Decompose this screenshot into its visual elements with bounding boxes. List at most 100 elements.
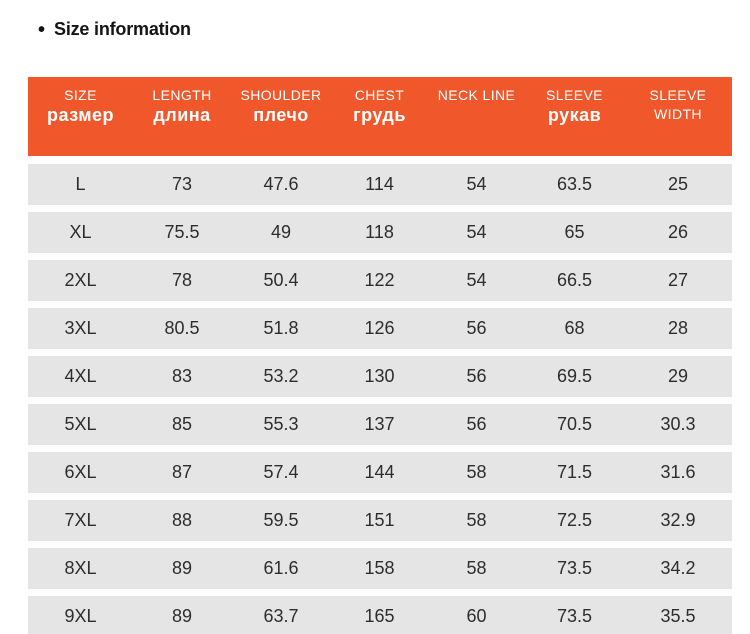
table-cell: 87 <box>171 462 193 482</box>
table-cell: 63.7 <box>263 606 299 626</box>
table-cell: 68 <box>564 318 585 338</box>
header-cell-shoulder: SHOULDER плечо <box>231 86 331 145</box>
table-row: L 73 47.6 114 54 63.5 25 <box>28 164 732 205</box>
header-label-ru <box>624 124 732 145</box>
header-cell-neck-line: NECK LINE <box>428 86 525 145</box>
table-row: 4XL 83 53.2 130 56 69.5 29 <box>28 356 732 397</box>
table-cell: 56 <box>466 414 487 434</box>
bullet-icon: • <box>38 18 46 41</box>
table-cell: 5XL <box>64 414 97 434</box>
table-cell: 60 <box>466 606 487 626</box>
table-row: 2XL 78 50.4 122 54 66.5 27 <box>28 260 732 301</box>
header-cell-sleeve: SLEEVE рукав <box>525 86 624 145</box>
table-cell: 73 <box>171 174 193 194</box>
header-label-en: NECK LINE <box>437 87 516 103</box>
table-cell: 25 <box>667 174 689 194</box>
table-cell: 73.5 <box>556 606 593 626</box>
header-label-en: CHEST <box>354 87 405 103</box>
table-cell: 114 <box>365 174 394 194</box>
table-cell: 65 <box>564 222 585 242</box>
header-label-ru <box>428 105 525 126</box>
table-cell: 63.5 <box>556 174 593 194</box>
table-cell: 54 <box>466 222 487 242</box>
table-cell: 2XL <box>64 270 97 290</box>
table-cell: 53.2 <box>263 366 299 386</box>
table-cell: 59.5 <box>263 510 299 530</box>
table-cell: 88 <box>171 510 193 530</box>
size-chart-table: SIZE размер LENGTH длина SHOULDER плечо CHEST г… <box>28 77 732 634</box>
header-label-ru: рукав <box>547 105 602 125</box>
table-cell: 56 <box>466 318 487 338</box>
header-cell-sleeve-width: SLEEVE WIDTH <box>624 86 732 145</box>
table-body: L 73 47.6 114 54 63.5 25 XL 75.5 49 118 54 65 26 2XL 78… <box>28 164 732 634</box>
table-cell: 151 <box>364 510 395 530</box>
table-cell: 35.5 <box>660 606 696 626</box>
table-cell: 9XL <box>64 606 97 626</box>
header-label-en: SLEEVE <box>546 87 603 103</box>
table-cell: 80.5 <box>164 318 200 338</box>
table-cell: 75.5 <box>164 222 200 242</box>
table-cell: 158 <box>364 558 395 578</box>
table-cell: 4XL <box>64 366 97 386</box>
table-cell: 71.5 <box>556 462 593 482</box>
table-row: XL 75.5 49 118 54 65 26 <box>28 212 732 253</box>
table-cell: 30.3 <box>660 414 696 434</box>
table-cell: 144 <box>364 462 395 482</box>
table-cell: 70.5 <box>556 414 593 434</box>
header-label-en: LENGTH <box>152 87 212 103</box>
table-cell: 89 <box>171 606 193 626</box>
page-title: Size information <box>54 19 191 39</box>
table-cell: 83 <box>171 366 193 386</box>
header-label-ru: грудь <box>353 105 406 125</box>
table-cell: 29 <box>667 366 689 386</box>
header-label-en: SIZE <box>64 87 97 103</box>
table-cell: 3XL <box>64 318 97 338</box>
header-label-ru: размер <box>46 105 115 125</box>
table-cell: 66.5 <box>556 270 593 290</box>
table-cell: 54 <box>466 174 487 194</box>
table-cell: 54 <box>466 270 487 290</box>
table-cell: 31.6 <box>660 462 696 482</box>
table-cell: L <box>75 174 86 194</box>
table-cell: 55.3 <box>263 414 299 434</box>
table-cell: 58 <box>466 462 487 482</box>
table-cell: 34.2 <box>660 558 696 578</box>
table-cell: 26 <box>667 222 689 242</box>
table-row: 9XL 89 63.7 165 60 73.5 35.5 <box>28 596 732 634</box>
header-label-en: SHOULDER <box>240 87 322 103</box>
table-cell: 69.5 <box>556 366 593 386</box>
table-header-row: SIZE размер LENGTH длина SHOULDER плечо CHEST г… <box>28 77 732 156</box>
table-row: 5XL 85 55.3 137 56 70.5 30.3 <box>28 404 732 445</box>
header-label-en: SLEEVE WIDTH <box>649 87 707 122</box>
table-cell: 73.5 <box>556 558 593 578</box>
table-cell: 61.6 <box>263 558 299 578</box>
table-cell: 58 <box>466 558 487 578</box>
size-info-page: • Size information SIZE размер LENGTH длина… <box>0 19 750 634</box>
table-cell: 85 <box>171 414 193 434</box>
header-cell-chest: CHEST грудь <box>331 86 428 145</box>
table-cell: 32.9 <box>660 510 696 530</box>
table-cell: 6XL <box>64 462 97 482</box>
table-cell: 122 <box>364 270 395 290</box>
header-label-ru: плечо <box>253 105 309 125</box>
table-cell: XL <box>69 222 92 242</box>
table-cell: 72.5 <box>556 510 593 530</box>
table-cell: 57.4 <box>263 462 299 482</box>
table-cell: 130 <box>364 366 395 386</box>
table-row: 8XL 89 61.6 158 58 73.5 34.2 <box>28 548 732 589</box>
table-cell: 8XL <box>64 558 97 578</box>
table-cell: 137 <box>364 414 395 434</box>
table-row: 7XL 88 59.5 151 58 72.5 32.9 <box>28 500 732 541</box>
table-cell: 78 <box>171 270 193 290</box>
table-cell: 126 <box>364 318 395 338</box>
table-cell: 56 <box>466 366 487 386</box>
table-cell: 49 <box>270 222 292 242</box>
table-row: 3XL 80.5 51.8 126 56 68 28 <box>28 308 732 349</box>
table-cell: 58 <box>466 510 487 530</box>
header-cell-length: LENGTH длина <box>133 86 231 145</box>
table-cell: 118 <box>365 222 394 242</box>
table-cell: 7XL <box>64 510 97 530</box>
table-cell: 165 <box>364 606 395 626</box>
section-title: • Size information <box>38 19 750 40</box>
table-cell: 50.4 <box>263 270 299 290</box>
